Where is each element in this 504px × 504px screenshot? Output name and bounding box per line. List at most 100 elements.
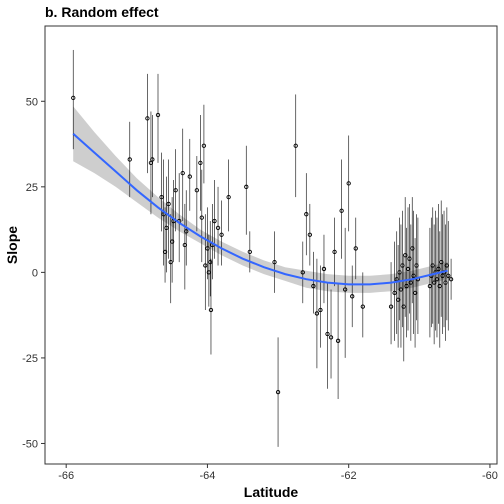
- data-point: [219, 232, 224, 237]
- data-point: [405, 266, 411, 272]
- data-point: [350, 294, 355, 299]
- data-point: [437, 283, 442, 289]
- data-point: [166, 201, 171, 207]
- data-point: [304, 212, 309, 217]
- data-point: [198, 160, 203, 166]
- data-point: [321, 266, 327, 272]
- data-point: [164, 225, 169, 231]
- data-point: [392, 290, 397, 296]
- data-point: [184, 229, 189, 234]
- data-point: [318, 307, 323, 313]
- x-tick-label: -60: [482, 470, 498, 482]
- data-point: [434, 277, 440, 282]
- data-point: [226, 194, 231, 200]
- data-point: [182, 242, 187, 248]
- plot-panel: [44, 25, 498, 465]
- data-point: [203, 263, 208, 268]
- data-point: [430, 263, 435, 268]
- y-tick-label: -25: [22, 353, 38, 365]
- data-point: [127, 157, 132, 162]
- y-tick-label: 25: [26, 182, 38, 194]
- data-point: [353, 246, 358, 251]
- data-point: [400, 263, 405, 268]
- data-point: [215, 225, 221, 231]
- data-point: [159, 194, 164, 200]
- data-point: [325, 331, 330, 337]
- data-point: [448, 277, 454, 282]
- data-point: [408, 280, 413, 285]
- data-point: [332, 249, 337, 254]
- smooth-line: [72, 133, 448, 286]
- smooth-line-layer: [72, 133, 448, 286]
- plot-border: [44, 25, 498, 465]
- data-point: [169, 239, 175, 244]
- data-point: [395, 297, 401, 302]
- data-point: [208, 259, 213, 265]
- data-point: [443, 280, 448, 285]
- data-point: [205, 246, 210, 251]
- data-point: [440, 273, 445, 278]
- data-point: [431, 280, 437, 285]
- data-point: [300, 270, 305, 275]
- data-point: [343, 287, 348, 292]
- data-point: [201, 143, 207, 148]
- x-tick-label: -66: [58, 470, 74, 482]
- data-point: [206, 270, 212, 275]
- data-point: [439, 259, 444, 265]
- data-point: [401, 304, 406, 309]
- data-point: [275, 389, 281, 395]
- data-point: [412, 290, 418, 296]
- data-point: [311, 283, 316, 289]
- x-tick-label: -62: [341, 470, 357, 482]
- data-point: [212, 218, 217, 224]
- data-point: [335, 338, 341, 343]
- data-point: [293, 143, 298, 148]
- data-point: [427, 283, 433, 289]
- data-point: [173, 188, 178, 193]
- data-point: [410, 246, 415, 251]
- data-point: [407, 256, 412, 261]
- data-point: [446, 273, 451, 278]
- data-point: [244, 184, 249, 189]
- errorbar-layer: [72, 49, 452, 447]
- point-layer: [71, 95, 454, 395]
- data-point: [150, 157, 155, 162]
- data-point: [436, 266, 441, 272]
- data-point: [444, 263, 450, 268]
- data-point: [272, 259, 277, 265]
- data-point: [346, 181, 351, 186]
- data-point: [180, 170, 185, 176]
- data-point: [307, 232, 312, 237]
- data-point: [360, 304, 365, 309]
- data-point: [398, 287, 404, 292]
- data-point: [145, 116, 150, 121]
- y-tick-label: 0: [32, 267, 38, 279]
- data-point: [328, 335, 334, 340]
- data-point: [194, 188, 199, 193]
- data-point: [414, 263, 419, 268]
- data-point: [199, 215, 204, 220]
- data-point: [314, 311, 320, 316]
- data-point: [71, 95, 76, 101]
- x-axis-title: Latitude: [244, 484, 299, 500]
- data-point: [168, 259, 173, 265]
- data-point: [339, 208, 344, 213]
- y-tick-label: -50: [22, 438, 38, 450]
- x-axis: -66 -64 -62 -60: [58, 464, 498, 482]
- data-point: [411, 273, 416, 278]
- data-point: [155, 112, 161, 118]
- data-point: [388, 304, 394, 309]
- y-tick-label: 50: [26, 96, 38, 108]
- data-point: [403, 253, 408, 258]
- data-point: [397, 270, 402, 275]
- x-tick-label: -64: [199, 470, 215, 482]
- data-point: [187, 174, 192, 179]
- data-point: [148, 160, 154, 166]
- data-point: [247, 249, 252, 254]
- data-point: [208, 307, 214, 313]
- chart-title: b. Random effect: [45, 4, 159, 20]
- data-point: [162, 249, 168, 254]
- y-axis-title: Slope: [4, 226, 20, 264]
- data-point: [404, 283, 409, 289]
